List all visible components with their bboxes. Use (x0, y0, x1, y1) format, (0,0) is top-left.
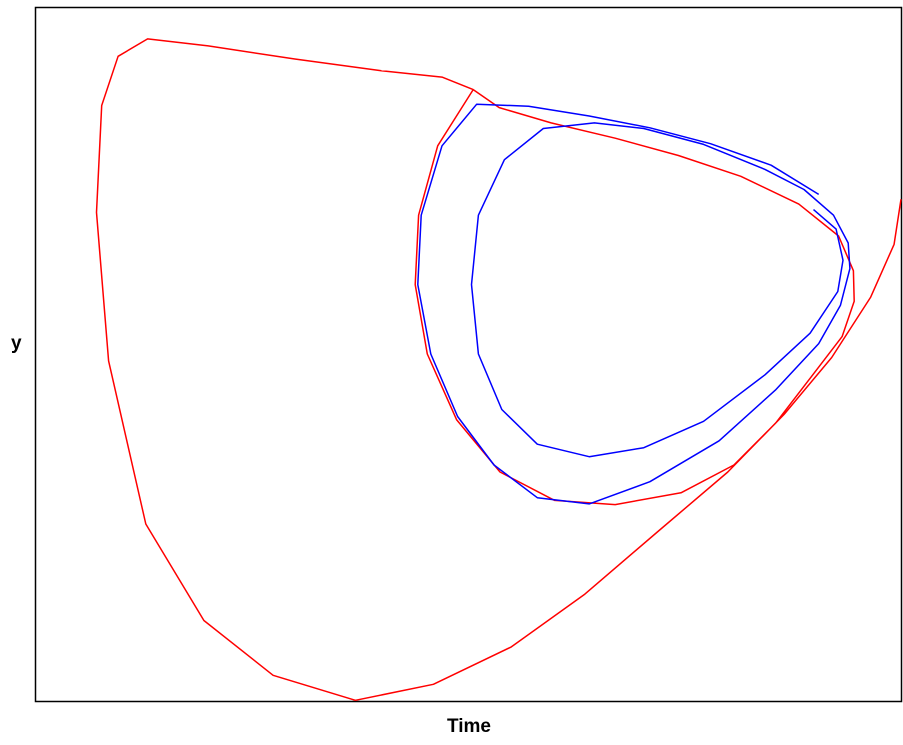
series-layer (95, 38, 902, 702)
series-line-1 (95, 38, 902, 702)
series-line-2 (417, 103, 851, 505)
x-axis-label: Time (446, 716, 491, 737)
plot-frame (34, 6, 903, 703)
y-axis-label: y (11, 333, 22, 354)
